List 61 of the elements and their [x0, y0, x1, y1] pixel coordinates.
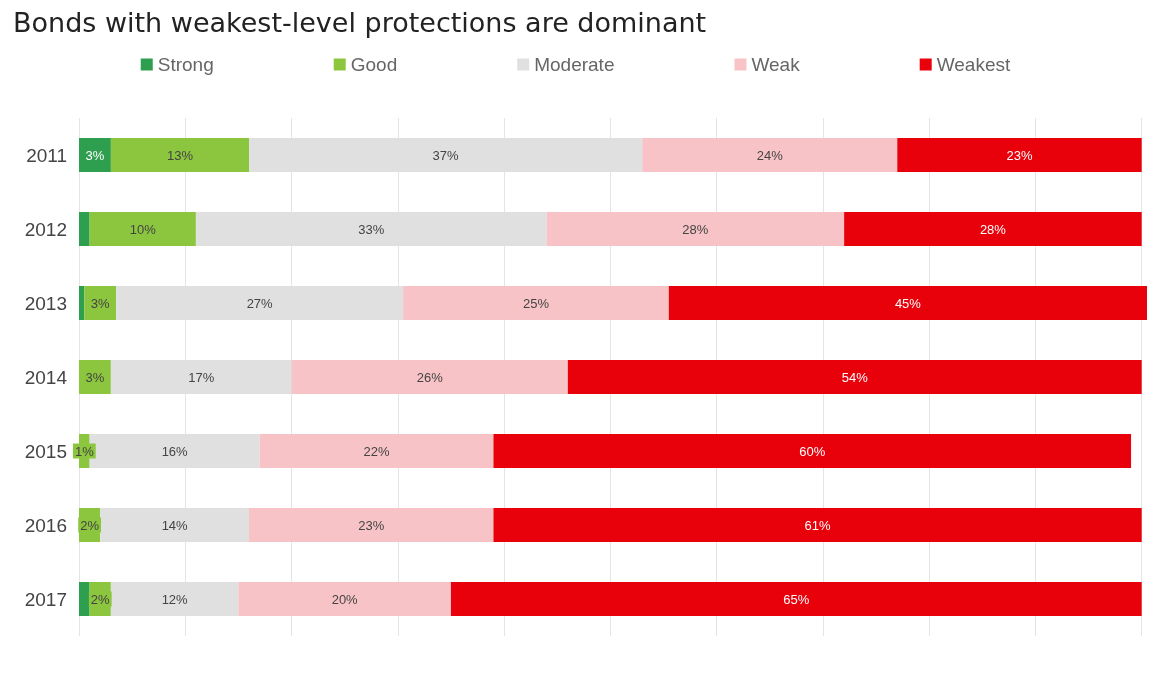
y-tick-label: 2017	[24, 588, 67, 610]
legend-label: Moderate	[534, 54, 615, 75]
legend-label: Strong	[157, 54, 214, 75]
data-label: 24%	[756, 147, 784, 163]
data-label: 22%	[363, 443, 390, 459]
bar	[897, 138, 1142, 172]
bar	[89, 212, 196, 246]
bar	[291, 360, 568, 394]
bar	[493, 508, 1142, 542]
data-label: 33%	[358, 221, 385, 237]
bar	[79, 212, 90, 246]
y-tick-label: 2014	[24, 366, 68, 388]
data-label: 12%	[161, 591, 189, 607]
data-label: 10%	[129, 221, 157, 237]
bar	[259, 434, 494, 468]
data-label: 60%	[799, 443, 826, 459]
y-tick-label: 2016	[24, 514, 67, 536]
bar	[79, 286, 85, 320]
bar	[450, 582, 1142, 616]
legend-label: Weak	[751, 54, 801, 75]
data-label: 2%	[90, 591, 111, 607]
data-label: 37%	[432, 147, 460, 163]
bar	[238, 582, 451, 616]
data-label: 3%	[90, 295, 111, 311]
data-label: 20%	[331, 591, 359, 607]
data-label: 28%	[979, 221, 1007, 237]
bar	[403, 286, 669, 320]
bar	[567, 360, 1142, 394]
data-label: 54%	[841, 369, 869, 385]
bar	[546, 212, 845, 246]
bar	[493, 434, 1132, 468]
data-label: 61%	[804, 517, 832, 533]
data-label: 3%	[85, 369, 105, 385]
bar	[668, 286, 1147, 320]
bar	[642, 138, 898, 172]
data-label: 17%	[188, 369, 215, 385]
data-label: 3%	[85, 147, 105, 163]
bar	[249, 508, 494, 542]
data-label: 28%	[682, 221, 709, 237]
data-label: 23%	[1006, 147, 1033, 163]
data-label: 27%	[246, 295, 274, 311]
data-label: 13%	[166, 147, 194, 163]
data-label: 1%	[74, 443, 95, 459]
data-label: 16%	[161, 443, 189, 459]
legend-label: Good	[350, 54, 398, 75]
data-label: 65%	[783, 591, 810, 607]
bar	[79, 582, 90, 616]
data-label: 2%	[80, 517, 100, 533]
y-tick-label: 2013	[24, 292, 67, 314]
bar	[110, 138, 250, 172]
y-tick-label: 2011	[26, 144, 67, 166]
y-tick-label: 2012	[24, 218, 67, 240]
data-label: 14%	[161, 517, 189, 533]
data-label: 23%	[358, 517, 385, 533]
data-label: 25%	[522, 295, 550, 311]
chart-title: Bonds with weakest-level protections are dominant	[13, 7, 707, 38]
legend-label: Weakest	[936, 54, 1011, 75]
y-tick-label: 2015	[24, 440, 67, 462]
bar	[844, 212, 1142, 246]
data-label: 45%	[894, 295, 922, 311]
data-label: 26%	[416, 369, 444, 385]
